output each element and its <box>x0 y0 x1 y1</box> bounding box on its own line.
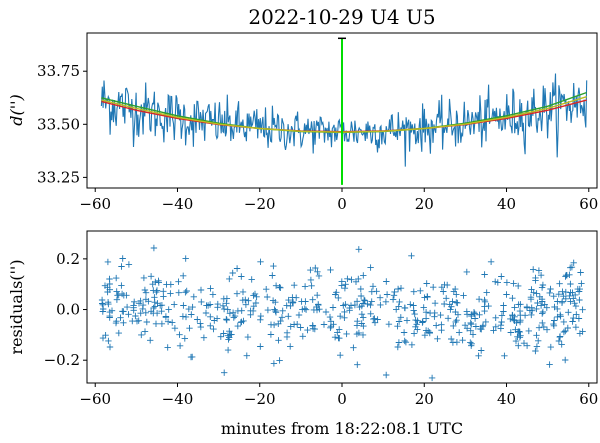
top-x-tick-label: −20 <box>244 195 276 213</box>
top-y-axis-label: d('') <box>7 94 26 126</box>
bottom-x-tick-label: 20 <box>415 390 434 408</box>
residual-points <box>98 244 586 382</box>
bottom-x-tick-label: 40 <box>497 390 516 408</box>
top-plot-area: −60 −40 −20 0 20 40 60 33.25 33.50 33.75 d('') <box>7 32 598 213</box>
bottom-y-axis-label: residuals('') <box>7 259 26 354</box>
bottom-y-tick-label: 0.2 <box>56 250 80 268</box>
bottom-x-tick-label: −40 <box>162 390 194 408</box>
top-plot-frame <box>86 32 598 189</box>
top-y-tick-label: 33.75 <box>37 62 80 80</box>
bottom-x-axis-label: minutes from 18:22:08.1 UTC <box>221 419 463 438</box>
top-y-tick-label: 33.50 <box>37 115 80 133</box>
top-x-tick-label: 40 <box>497 195 516 213</box>
bottom-x-tick-label: −60 <box>79 390 111 408</box>
top-x-tick-label: 20 <box>415 195 434 213</box>
bottom-plot-area: −60 −40 −20 0 20 40 60 −0.2 0.0 0.2 residuals('')… <box>7 230 598 438</box>
top-x-tick-label: 0 <box>337 195 347 213</box>
bottom-x-tick-label: −20 <box>244 390 276 408</box>
top-y-tick-label: 33.25 <box>37 168 80 186</box>
top-x-tick-label: −40 <box>162 195 194 213</box>
bottom-y-tick-label: −0.2 <box>44 351 80 369</box>
bottom-x-tick-label: 60 <box>579 390 598 408</box>
chart-title: 2022-10-29 U4 U5 <box>248 5 435 29</box>
bottom-y-tick-label: 0.0 <box>56 301 80 319</box>
bottom-x-tick-label: 0 <box>337 390 347 408</box>
top-x-tick-label: 60 <box>579 195 598 213</box>
measured-series-line <box>100 73 588 167</box>
bottom-plot-frame <box>86 230 598 384</box>
top-x-tick-label: −60 <box>79 195 111 213</box>
